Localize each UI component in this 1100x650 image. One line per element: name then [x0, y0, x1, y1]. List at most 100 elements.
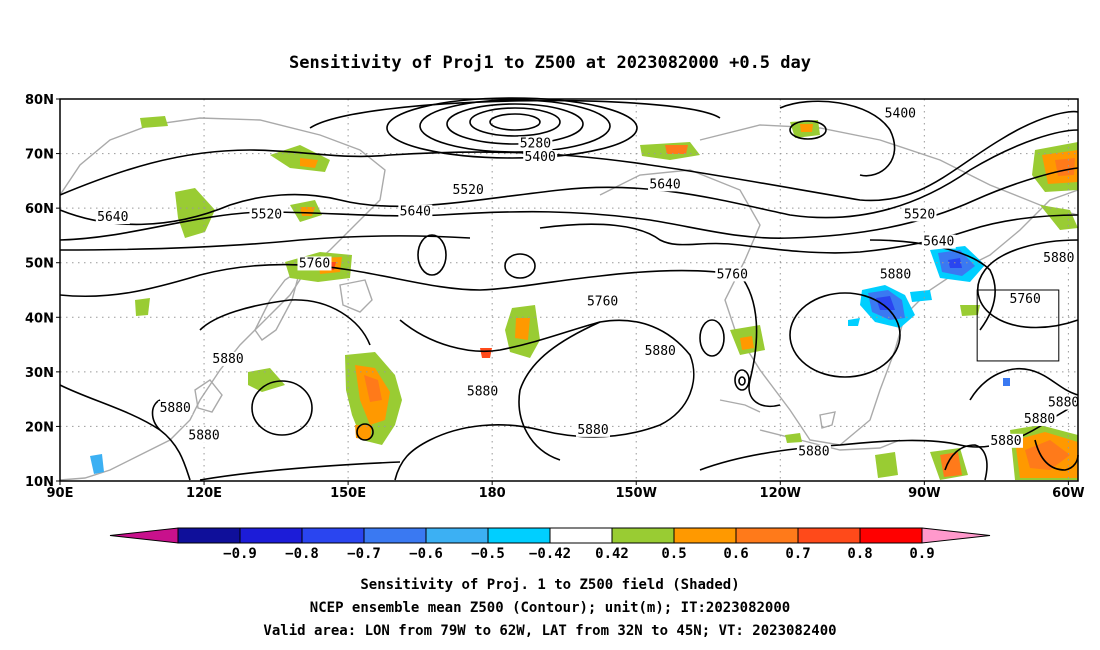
contour-label: 5640: [400, 205, 431, 220]
contour-label: 5400: [885, 106, 916, 121]
contour-label: 5880: [1024, 412, 1055, 427]
caption-line-3: Valid area: LON from 79W to 62W, LAT fro…: [263, 623, 836, 639]
colorbar-label: −0.8: [285, 546, 319, 562]
lat-tick-label: 60N: [25, 202, 54, 217]
contour-label-bg: [1046, 395, 1081, 410]
lat-tick-label: 80N: [25, 93, 54, 108]
valid-area-box: [976, 289, 1060, 362]
colorbar-box: [301, 527, 365, 544]
contour-label: 5520: [904, 207, 935, 222]
contour-label-bg: [158, 401, 193, 416]
z500-contours: [59, 97, 1079, 481]
colorbar-box: [611, 527, 675, 544]
lon-tick-label: 150W: [615, 486, 656, 501]
figure-title: Sensitivity of Proj1 to Z500 at 20230820…: [289, 53, 811, 73]
contour-label-bg: [518, 136, 553, 151]
contour-label: 5880: [160, 401, 191, 416]
contour-label-bg: [1041, 250, 1076, 265]
contour-label-bg: [883, 106, 918, 121]
contour-label-bg: [648, 177, 683, 192]
contour-label: 5760: [299, 256, 330, 271]
contour-label-bg: [796, 444, 831, 459]
contour-label-bg: [398, 204, 433, 219]
colorbar-box: [673, 527, 737, 544]
colorbar-box: [487, 527, 551, 544]
contour-label: 5880: [188, 428, 219, 443]
contour-label-bg: [988, 433, 1023, 448]
contour-label: 5880: [467, 385, 498, 400]
lon-tick-label: 180: [479, 486, 506, 501]
contour-label: 5640: [649, 177, 680, 192]
colorbar-low-triangle: [109, 527, 179, 544]
contour-label: 5880: [1043, 251, 1074, 266]
lon-tick-label: 120W: [760, 486, 801, 501]
colorbar-box: [239, 527, 303, 544]
contour-label: 5880: [880, 267, 911, 282]
contour-label: 5640: [923, 235, 954, 250]
contour-label-bg: [187, 428, 222, 443]
contour-label-bg: [465, 384, 500, 399]
contour-label: 5880: [798, 445, 829, 460]
lon-tick-label: 90E: [47, 486, 74, 501]
contour-label-bg: [921, 234, 956, 249]
contour-label: 5400: [525, 150, 556, 165]
colorbar-label: −0.6: [409, 546, 443, 562]
contour-label: 5520: [251, 207, 282, 222]
colorbar-box: [549, 527, 613, 544]
colorbar-label: 0.8: [847, 546, 872, 562]
contour-label: 5280: [520, 136, 551, 151]
contour-label: 5880: [577, 423, 608, 438]
colorbar-box: [797, 527, 861, 544]
colorbar-high-triangle: [921, 527, 991, 544]
colorbar-label: −0.5: [471, 546, 505, 562]
lon-tick-label: 150E: [330, 486, 366, 501]
lat-tick-label: 50N: [25, 257, 54, 272]
contour-label-bg: [95, 210, 130, 225]
colorbar-label: 0.6: [723, 546, 748, 562]
contour-label: 5880: [212, 352, 243, 367]
caption-line-2: NCEP ensemble mean Z500 (Contour); unit(…: [310, 600, 790, 616]
contour-label-bg: [211, 351, 246, 366]
lat-tick-label: 10N: [25, 475, 54, 490]
colorbar-box: [177, 527, 241, 544]
colorbar-label: 0.42: [595, 546, 629, 562]
contour-label-bg: [249, 207, 284, 222]
colorbar-label: 0.9: [909, 546, 934, 562]
contour-label: 5880: [990, 434, 1021, 449]
contour-label: 5880: [1048, 396, 1079, 411]
sensitivity-shading: [90, 116, 1078, 480]
lon-tick-label: 90W: [908, 486, 940, 501]
colorbar-box: [363, 527, 427, 544]
colorbar-box: [735, 527, 799, 544]
colorbar-box: [425, 527, 489, 544]
map-frame: [59, 98, 1079, 482]
contour-label-bg: [576, 422, 611, 437]
contour-label: 5640: [97, 210, 128, 225]
contour-label: 5760: [1010, 292, 1041, 307]
colorbar: −0.9 −0.8 −0.7 −0.6 −0.5 −0.42 0.42 0.5 0.6 0.7 0.…: [109, 527, 991, 562]
colorbar-label: 0.5: [661, 546, 686, 562]
contour-label: 5880: [645, 344, 676, 359]
contour-label: 5760: [587, 295, 618, 310]
colorbar-label: −0.42: [529, 546, 571, 562]
contour-label-bg: [715, 267, 750, 282]
contour-label: 5760: [717, 267, 748, 282]
colorbar-label: 0.7: [785, 546, 810, 562]
gridlines: [60, 99, 1078, 481]
colorbar-box: [859, 527, 923, 544]
lat-tick-label: 70N: [25, 148, 54, 163]
lat-tick-label: 20N: [25, 420, 54, 435]
colorbar-label: −0.9: [223, 546, 257, 562]
contour-label-bg: [523, 150, 558, 165]
caption-line-1: Sensitivity of Proj. 1 to Z500 field (Sh…: [360, 577, 739, 593]
contour-label-bg: [643, 343, 678, 358]
lat-tick-label: 40N: [25, 311, 54, 326]
contour-label-bg: [1008, 291, 1043, 306]
lon-tick-label: 60W: [1052, 486, 1084, 501]
contour-label-bg: [451, 182, 486, 197]
colorbar-label: −0.7: [347, 546, 381, 562]
